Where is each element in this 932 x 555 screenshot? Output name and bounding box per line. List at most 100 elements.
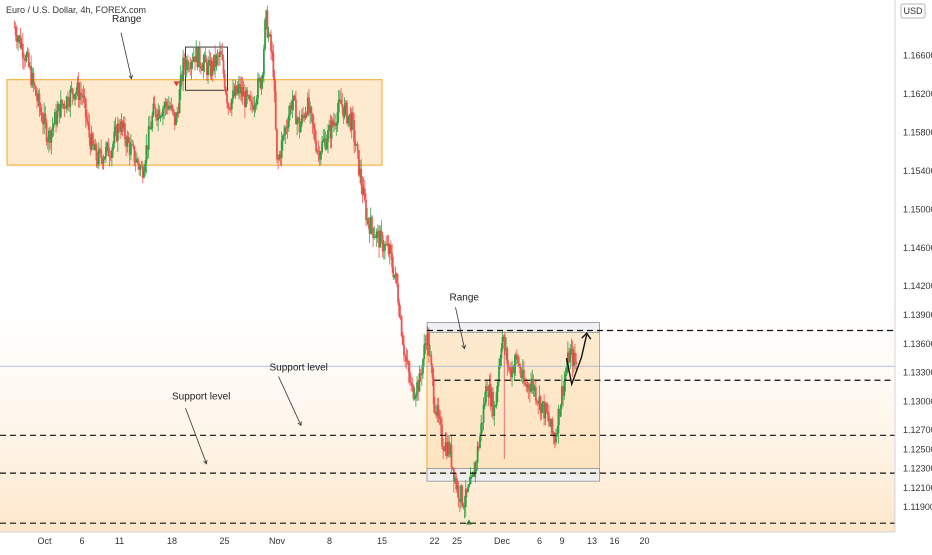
candle-body (263, 49, 265, 75)
candle-body (394, 275, 396, 277)
candle-body (246, 90, 248, 96)
price-tick-label: 1.13300 (903, 368, 932, 378)
candle-body (85, 99, 87, 117)
candle-body (300, 124, 302, 132)
candle-body (310, 107, 312, 114)
candle-body (124, 123, 126, 139)
candle-body (471, 477, 473, 478)
candle-body (281, 141, 283, 158)
annotation-label: Support level (172, 391, 230, 402)
price-tick-label: 1.12500 (903, 444, 932, 454)
candle-body (367, 218, 369, 224)
candle-body (224, 74, 226, 88)
candle-body (172, 105, 174, 109)
price-tick-label: 1.14600 (903, 243, 932, 253)
candle-body (452, 467, 454, 468)
candle-body (23, 58, 25, 60)
candle-body (428, 333, 430, 356)
candle-body (414, 398, 416, 399)
candle-body (199, 48, 201, 66)
candle-body (493, 407, 495, 416)
price-tick-label: 1.16600 (903, 51, 932, 61)
price-tick-label: 1.16200 (903, 89, 932, 99)
candle-body (518, 364, 520, 366)
candle-body (75, 92, 77, 94)
candle-body (162, 109, 164, 116)
candle-body (41, 112, 43, 121)
candle (560, 404, 562, 417)
candle-body (105, 147, 107, 157)
candle-body (495, 405, 497, 406)
candle-body (405, 357, 407, 361)
time-tick-label: 25 (219, 536, 229, 546)
candle-body (563, 380, 565, 395)
candle (546, 402, 548, 413)
price-tick-label: 1.14200 (903, 281, 932, 291)
candle-body (192, 61, 194, 62)
range-bottom-band (427, 469, 600, 482)
candle-body (256, 99, 258, 105)
candle-body (556, 433, 558, 434)
candle (461, 485, 463, 507)
candle-body (225, 88, 227, 94)
candle-body (574, 353, 576, 362)
candle-body (341, 104, 343, 107)
candle-body (275, 92, 277, 129)
time-tick-label: Dec (494, 536, 511, 546)
candle-body (327, 130, 329, 142)
candle-body (98, 149, 100, 164)
candle-body (536, 401, 538, 403)
candle-body (415, 395, 417, 398)
candle-body (464, 507, 466, 508)
candle-body (150, 129, 152, 130)
candle-body (276, 129, 278, 159)
candle-body (191, 62, 193, 68)
candle-body (497, 382, 499, 392)
candle-body (481, 423, 483, 424)
candle-body (402, 336, 404, 345)
candle (552, 417, 554, 435)
candle-body (261, 79, 263, 88)
candle-body (301, 114, 303, 124)
candle-body (434, 404, 436, 413)
candle-body (326, 142, 328, 149)
price-tick-label: 1.11900 (903, 502, 932, 512)
candle-body (442, 446, 444, 449)
candle-body (440, 419, 442, 425)
candle-body (390, 245, 392, 253)
time-tick-label: 25 (452, 536, 462, 546)
currency-label: USD (903, 6, 923, 16)
candle-body (364, 188, 366, 199)
candle-body (397, 284, 399, 303)
candle-body (365, 200, 367, 220)
candle-body (132, 145, 134, 147)
price-tick-label: 1.12300 (903, 464, 932, 474)
candle-body (72, 89, 74, 95)
candle-body (34, 83, 36, 87)
candle-body (430, 355, 432, 365)
time-tick-label: Nov (269, 536, 286, 546)
candle-body (137, 159, 139, 164)
candle-body (175, 116, 177, 125)
candle-body (347, 116, 349, 123)
candle-body (52, 127, 54, 130)
candle-body (419, 373, 421, 391)
candle-body (294, 96, 296, 100)
candle-body (519, 366, 521, 374)
candle-body (371, 217, 373, 228)
candle-body (410, 382, 412, 383)
candle (276, 128, 278, 163)
candle-body (360, 169, 362, 185)
candle-body (433, 378, 435, 404)
price-tick-label: 1.15000 (903, 204, 932, 214)
currency-badge[interactable]: USD (901, 4, 925, 18)
candle-body (100, 150, 102, 158)
candle-body (496, 392, 498, 406)
candle-body (118, 124, 120, 130)
candle-body (302, 114, 304, 115)
candle-body (272, 53, 274, 77)
candle-body (322, 140, 324, 142)
candle-body (207, 63, 209, 75)
candle-body (407, 361, 409, 362)
